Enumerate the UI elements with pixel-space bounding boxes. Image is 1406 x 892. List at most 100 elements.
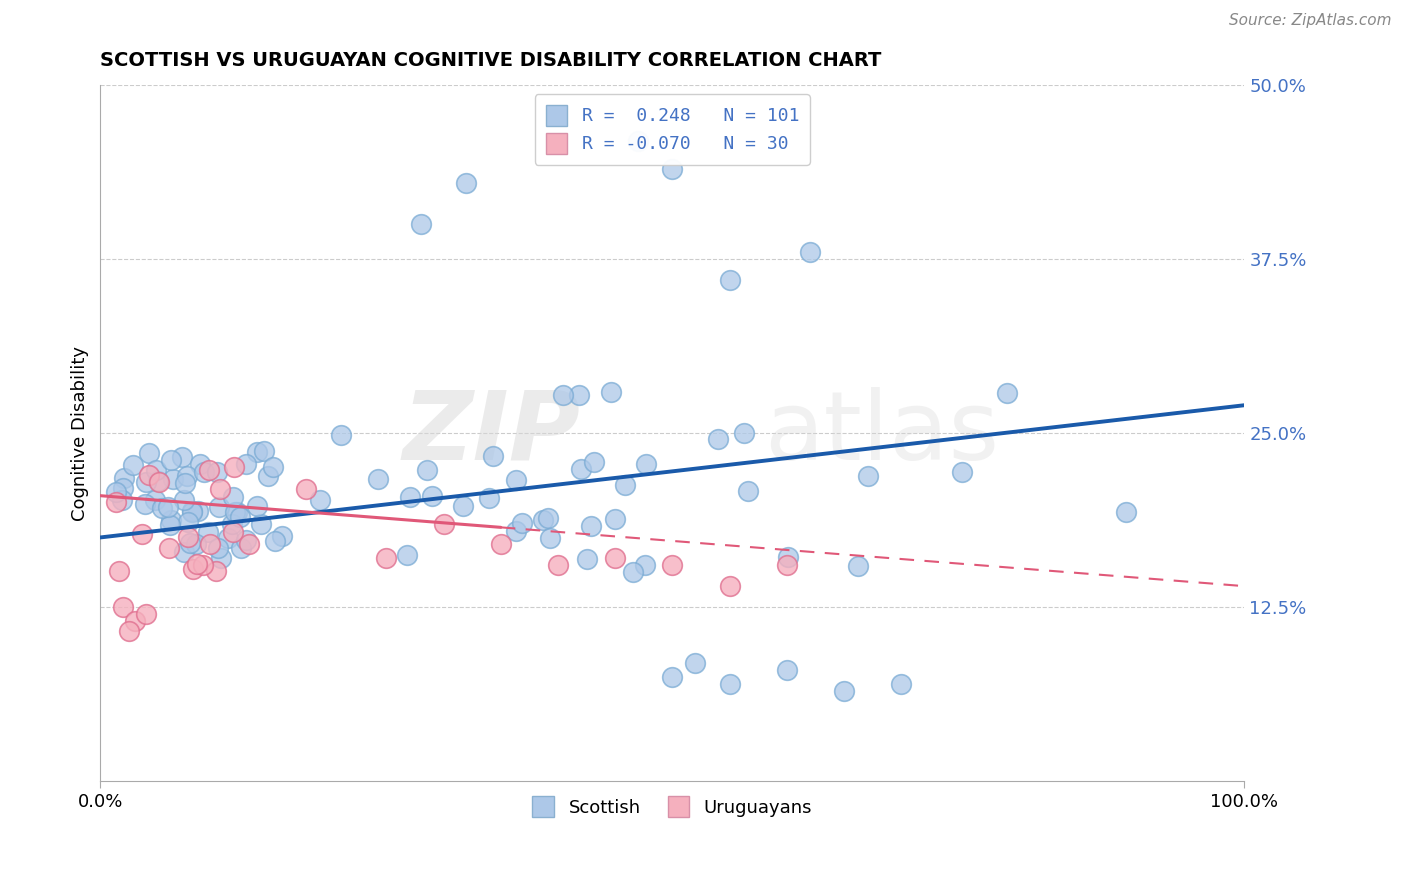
Point <box>160 452 183 467</box>
Point <box>173 493 195 508</box>
Point <box>187 504 209 518</box>
Legend: Scottish, Uruguayans: Scottish, Uruguayans <box>526 789 820 824</box>
Point <box>718 579 741 593</box>
Point <box>633 558 655 572</box>
Point <box>238 537 260 551</box>
Point <box>146 474 169 488</box>
Point <box>510 516 533 531</box>
Point <box>122 458 145 472</box>
Point <box>188 457 211 471</box>
Point <box>599 384 621 399</box>
Point <box>112 600 135 615</box>
Point <box>224 505 246 519</box>
Point <box>217 531 239 545</box>
Point <box>160 513 183 527</box>
Point <box>179 536 201 550</box>
Point <box>111 492 134 507</box>
Point <box>253 443 276 458</box>
Point <box>222 525 245 540</box>
Point <box>205 465 228 479</box>
Point <box>621 565 644 579</box>
Point <box>718 273 741 287</box>
Point <box>150 501 173 516</box>
Point <box>605 551 627 566</box>
Point <box>184 537 207 551</box>
Point <box>271 529 294 543</box>
Point <box>422 489 444 503</box>
Point <box>174 476 197 491</box>
Point <box>235 533 257 547</box>
Point <box>138 467 160 482</box>
Point <box>207 541 229 555</box>
Point <box>799 245 821 260</box>
Point <box>246 445 269 459</box>
Point <box>776 558 799 573</box>
Point <box>538 531 561 545</box>
Point <box>330 427 353 442</box>
Point <box>505 524 527 539</box>
Point <box>456 176 478 190</box>
Point <box>222 491 245 505</box>
Point <box>733 426 755 441</box>
Text: Source: ZipAtlas.com: Source: ZipAtlas.com <box>1229 13 1392 29</box>
Point <box>208 482 231 496</box>
Point <box>105 495 128 509</box>
Point <box>890 676 912 690</box>
Point <box>737 483 759 498</box>
Point <box>177 515 200 529</box>
Point <box>159 517 181 532</box>
Point <box>415 463 437 477</box>
Point <box>295 482 318 496</box>
Text: atlas: atlas <box>763 386 1000 480</box>
Y-axis label: Cognitive Disability: Cognitive Disability <box>72 345 89 521</box>
Point <box>537 510 560 524</box>
Point <box>568 388 591 402</box>
Point <box>143 493 166 508</box>
Point <box>173 545 195 559</box>
Point <box>209 551 232 566</box>
Point <box>661 558 683 573</box>
Point <box>197 525 219 540</box>
Point <box>367 472 389 486</box>
Point <box>582 455 605 469</box>
Point <box>108 564 131 578</box>
Point <box>995 385 1018 400</box>
Point <box>547 558 569 573</box>
Point <box>848 558 870 573</box>
Point <box>409 217 432 231</box>
Point <box>138 446 160 460</box>
Point <box>246 499 269 513</box>
Point <box>718 676 741 690</box>
Point <box>478 491 501 506</box>
Point <box>162 472 184 486</box>
Point <box>952 465 974 479</box>
Point <box>112 481 135 495</box>
Point <box>375 551 398 566</box>
Point <box>235 458 257 472</box>
Point <box>198 537 221 551</box>
Text: ZIP: ZIP <box>404 386 581 480</box>
Point <box>776 663 799 677</box>
Point <box>157 500 180 514</box>
Point <box>181 504 204 518</box>
Point <box>634 457 657 471</box>
Point <box>191 558 214 572</box>
Point <box>605 512 627 526</box>
Point <box>148 475 170 489</box>
Point <box>432 516 454 531</box>
Point <box>229 509 252 524</box>
Point <box>112 471 135 485</box>
Point <box>250 516 273 531</box>
Point <box>579 518 602 533</box>
Point <box>856 469 879 483</box>
Point <box>134 497 156 511</box>
Point <box>180 505 202 519</box>
Point <box>176 468 198 483</box>
Point <box>1115 505 1137 519</box>
Point <box>661 670 683 684</box>
Point <box>204 564 226 578</box>
Point <box>181 562 204 576</box>
Point <box>135 475 157 490</box>
Point <box>157 541 180 555</box>
Point <box>575 551 598 566</box>
